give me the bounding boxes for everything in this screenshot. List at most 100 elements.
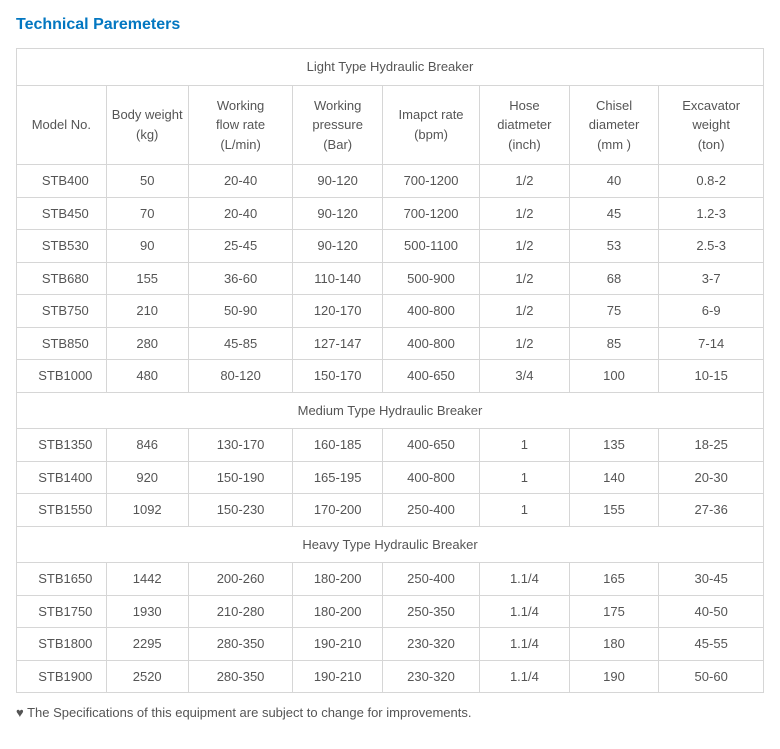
data-cell: 400-650 (382, 360, 479, 393)
data-cell: 700-1200 (382, 197, 479, 230)
model-cell: STB1900 (17, 660, 107, 693)
model-cell: STB1400 (17, 461, 107, 494)
table-row: STB4507020-4090-120700-12001/2451.2-3 (17, 197, 764, 230)
section-title-row: Medium Type Hydraulic Breaker (17, 392, 764, 429)
data-cell: 1/2 (480, 295, 570, 328)
model-cell: STB1350 (17, 429, 107, 462)
data-cell: 170-200 (293, 494, 383, 527)
column-header-cell: Chiseldiameter(mm ) (569, 85, 659, 165)
data-cell: 0.8-2 (659, 165, 764, 198)
column-header-row: Model No.Body weight(kg)Workingflow rate… (17, 85, 764, 165)
table-row: STB18002295280-350190-210230-3201.1/4180… (17, 628, 764, 661)
data-cell: 3-7 (659, 262, 764, 295)
model-cell: STB530 (17, 230, 107, 263)
data-cell: 150-170 (293, 360, 383, 393)
table-row: STB85028045-85127-147400-8001/2857-14 (17, 327, 764, 360)
data-cell: 20-40 (188, 197, 293, 230)
data-cell: 280-350 (188, 660, 293, 693)
data-cell: 85 (569, 327, 659, 360)
data-cell: 7-14 (659, 327, 764, 360)
data-cell: 127-147 (293, 327, 383, 360)
data-cell: 90-120 (293, 197, 383, 230)
data-cell: 3/4 (480, 360, 570, 393)
data-cell: 2295 (106, 628, 188, 661)
footnote-text: ♥ The Specifications of this equipment a… (16, 705, 764, 720)
data-cell: 40-50 (659, 595, 764, 628)
column-header-cell: Model No. (17, 85, 107, 165)
data-cell: 210-280 (188, 595, 293, 628)
data-cell: 68 (569, 262, 659, 295)
data-cell: 135 (569, 429, 659, 462)
model-cell: STB1000 (17, 360, 107, 393)
data-cell: 10-15 (659, 360, 764, 393)
table-row: STB100048080-120150-170400-6503/410010-1… (17, 360, 764, 393)
section-title-cell: Heavy Type Hydraulic Breaker (17, 526, 764, 563)
model-cell: STB1750 (17, 595, 107, 628)
data-cell: 1.1/4 (480, 595, 570, 628)
data-cell: 1 (480, 429, 570, 462)
data-cell: 30-45 (659, 563, 764, 596)
table-row: STB19002520280-350190-210230-3201.1/4190… (17, 660, 764, 693)
table-row: STB16501442200-260180-200250-4001.1/4165… (17, 563, 764, 596)
data-cell: 1/2 (480, 327, 570, 360)
data-cell: 1.1/4 (480, 628, 570, 661)
section-title-row: Light Type Hydraulic Breaker (17, 49, 764, 86)
data-cell: 140 (569, 461, 659, 494)
model-cell: STB750 (17, 295, 107, 328)
data-cell: 846 (106, 429, 188, 462)
model-cell: STB680 (17, 262, 107, 295)
data-cell: 1.1/4 (480, 563, 570, 596)
table-row: STB5309025-4590-120500-11001/2532.5-3 (17, 230, 764, 263)
column-header-cell: Excavatorweight(ton) (659, 85, 764, 165)
page-title: Technical Paremeters (16, 16, 764, 34)
model-cell: STB1550 (17, 494, 107, 527)
data-cell: 175 (569, 595, 659, 628)
data-cell: 180-200 (293, 595, 383, 628)
data-cell: 150-190 (188, 461, 293, 494)
data-cell: 1/2 (480, 262, 570, 295)
data-cell: 500-900 (382, 262, 479, 295)
data-cell: 190 (569, 660, 659, 693)
data-cell: 50-90 (188, 295, 293, 328)
data-cell: 130-170 (188, 429, 293, 462)
data-cell: 400-650 (382, 429, 479, 462)
section-title-cell: Light Type Hydraulic Breaker (17, 49, 764, 86)
data-cell: 155 (569, 494, 659, 527)
data-cell: 120-170 (293, 295, 383, 328)
data-cell: 250-400 (382, 563, 479, 596)
data-cell: 1/2 (480, 165, 570, 198)
table-row: STB75021050-90120-170400-8001/2756-9 (17, 295, 764, 328)
data-cell: 150-230 (188, 494, 293, 527)
data-cell: 20-30 (659, 461, 764, 494)
data-cell: 2.5-3 (659, 230, 764, 263)
data-cell: 6-9 (659, 295, 764, 328)
data-cell: 160-185 (293, 429, 383, 462)
data-cell: 90-120 (293, 230, 383, 263)
data-cell: 400-800 (382, 295, 479, 328)
data-cell: 230-320 (382, 660, 479, 693)
data-cell: 250-350 (382, 595, 479, 628)
table-row: STB4005020-4090-120700-12001/2400.8-2 (17, 165, 764, 198)
section-title-row: Heavy Type Hydraulic Breaker (17, 526, 764, 563)
data-cell: 75 (569, 295, 659, 328)
data-cell: 280 (106, 327, 188, 360)
data-cell: 480 (106, 360, 188, 393)
data-cell: 400-800 (382, 327, 479, 360)
data-cell: 1442 (106, 563, 188, 596)
data-cell: 500-1100 (382, 230, 479, 263)
data-cell: 27-36 (659, 494, 764, 527)
data-cell: 190-210 (293, 628, 383, 661)
column-header-cell: Workingpressure(Bar) (293, 85, 383, 165)
data-cell: 1930 (106, 595, 188, 628)
spec-table: Light Type Hydraulic BreakerModel No.Bod… (16, 48, 764, 693)
data-cell: 20-40 (188, 165, 293, 198)
column-header-cell: Hosediatmeter(inch) (480, 85, 570, 165)
model-cell: STB1650 (17, 563, 107, 596)
column-header-cell: Imapct rate(bpm) (382, 85, 479, 165)
data-cell: 165 (569, 563, 659, 596)
data-cell: 90 (106, 230, 188, 263)
model-cell: STB450 (17, 197, 107, 230)
data-cell: 250-400 (382, 494, 479, 527)
data-cell: 80-120 (188, 360, 293, 393)
data-cell: 920 (106, 461, 188, 494)
